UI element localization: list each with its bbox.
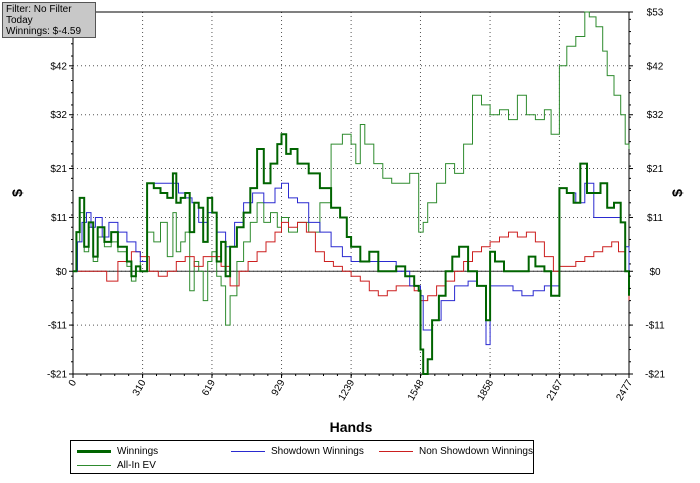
left-tick-label-2: $0: [56, 267, 68, 278]
legend-item-allin-ev: All-In EV: [77, 459, 156, 471]
right-tick-label-4: $21: [647, 164, 664, 175]
legend-label-non-showdown: Non Showdown Winnings: [419, 445, 533, 457]
left-tick-label-6: $42: [50, 61, 67, 72]
left-tick-label-0: -$21: [47, 370, 67, 381]
series-layer: [73, 11, 630, 375]
filter-label: Filter: No Filter: [6, 4, 72, 15]
x-tick-label-0: 0: [67, 378, 80, 389]
filter-winnings: Winnings: $-4.59: [6, 26, 82, 37]
x-tick-label-7: 2167: [545, 378, 566, 403]
x-tick-label-3: 929: [270, 378, 288, 398]
x-tick-label-5: 1548: [406, 378, 427, 403]
legend-label-allin-ev: All-In EV: [117, 459, 156, 471]
left-tick-label-3: $11: [51, 213, 67, 224]
right-tick-label-0: -$21: [645, 370, 665, 381]
legend-item-showdown: Showdown Winnings: [231, 445, 364, 457]
legend: Winnings Showdown Winnings Non Showdown …: [70, 440, 534, 474]
legend-label-winnings: Winnings: [117, 445, 159, 457]
legend-item-non-showdown: Non Showdown Winnings: [379, 445, 533, 457]
series-line-non-showdown-winnings: [73, 221, 630, 302]
left-tick-label-1: -$11: [48, 321, 68, 332]
x-tick-label-8: 2477: [614, 378, 635, 403]
grid-layer: [73, 12, 629, 374]
legend-item-winnings: Winnings: [77, 445, 158, 457]
filter-period: Today: [6, 15, 33, 26]
series-line-showdown-winnings: [73, 182, 630, 346]
filter-info-box: Filter: No Filter Today Winnings: $-4.59: [2, 2, 96, 38]
y-axis-title-right: $: [669, 189, 685, 197]
right-tick-label-5: $32: [647, 110, 664, 121]
x-axis: 0 310 619 929 1239 1548 1858 2167 2477: [67, 374, 635, 403]
legend-swatch-showdown: [231, 450, 265, 452]
x-tick-label-1: 310: [131, 378, 149, 398]
legend-swatch-non-showdown: [379, 450, 413, 452]
legend-swatch-winnings: [77, 449, 111, 453]
left-y-axis: -$21-$11$0$11$21$32$42$53: [47, 8, 73, 381]
x-tick-label-6: 1858: [476, 378, 497, 403]
right-y-axis: -$21 -$11 $0 $11 $21 $32 $42 $53: [629, 8, 665, 381]
x-axis-title: Hands: [330, 419, 373, 435]
right-tick-label-6: $42: [647, 61, 664, 72]
right-tick-label-1: -$11: [645, 321, 665, 332]
x-tick-label-2: 619: [200, 378, 218, 398]
series-line-winnings: [73, 133, 630, 375]
right-tick-label-2: $0: [649, 267, 661, 278]
left-tick-label-5: $32: [50, 110, 67, 121]
x-tick-label-4: 1239: [337, 378, 358, 403]
legend-label-showdown: Showdown Winnings: [271, 445, 364, 457]
y-axis-title-left: $: [9, 189, 25, 197]
legend-swatch-allin-ev: [77, 464, 111, 466]
left-tick-label-4: $21: [50, 164, 67, 175]
right-tick-label-7: $53: [647, 8, 664, 19]
right-tick-label-3: $11: [647, 213, 663, 224]
